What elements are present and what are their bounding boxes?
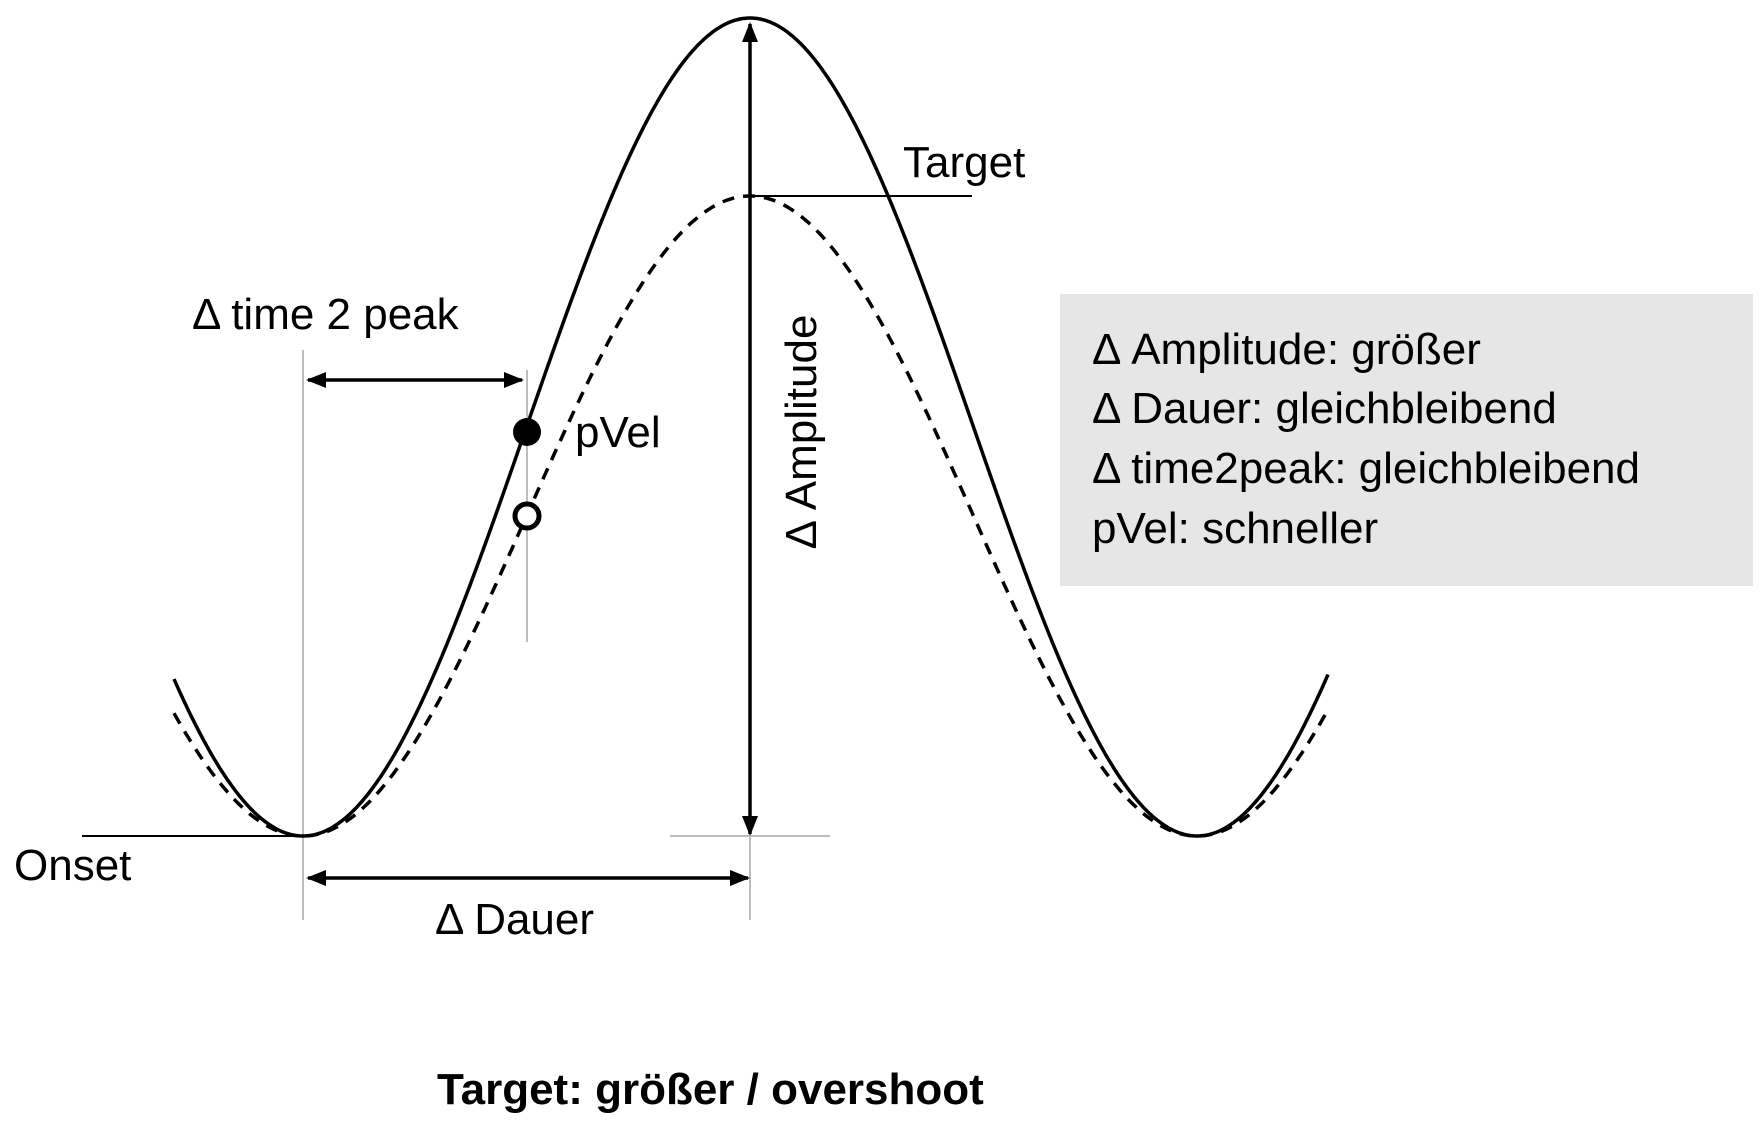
- pvel-label: pVel: [575, 408, 661, 457]
- summary-line-dauer: Δ Dauer: gleichbleibend: [1092, 384, 1557, 433]
- pvel-marker-open: [512, 501, 542, 531]
- overshoot-curve-solid: [172, 16, 1330, 838]
- diagram-caption: Target: größer / overshoot: [437, 1065, 984, 1114]
- amplitude-label: Δ Amplitude: [777, 315, 826, 550]
- dauer-label: Δ Dauer: [435, 895, 594, 944]
- pvel-marker-filled: [513, 418, 541, 446]
- summary-line-pvel: pVel: schneller: [1092, 504, 1378, 553]
- target-label: Target: [903, 138, 1025, 187]
- time2peak-label: Δ time 2 peak: [192, 290, 460, 339]
- summary-line-amplitude: Δ Amplitude: größer: [1092, 325, 1481, 374]
- summary-line-time2peak: Δ time2peak: gleichbleibend: [1092, 444, 1640, 493]
- summary-box: [1060, 294, 1753, 586]
- onset-label: Onset: [14, 841, 131, 890]
